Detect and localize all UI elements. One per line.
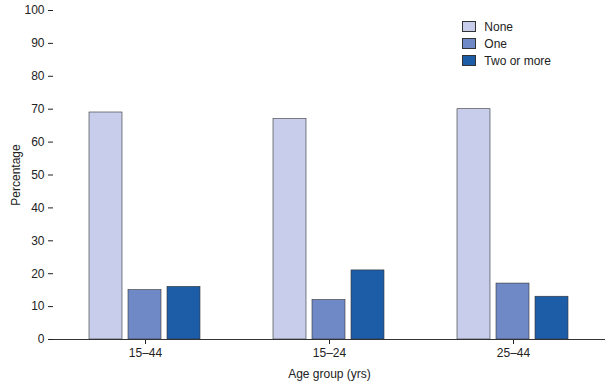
html-text:Two or more: Two or more (484, 53, 551, 68)
svg-text:40: 40 (31, 201, 45, 215)
html-text:None: None (484, 19, 513, 34)
svg-text:20: 20 (31, 267, 45, 281)
svg-text:60: 60 (31, 135, 45, 149)
svg-text:15–44: 15–44 (129, 346, 163, 360)
svg-text:30: 30 (31, 234, 45, 248)
svg-text:15–24: 15–24 (313, 346, 347, 360)
svg-text:10: 10 (31, 299, 45, 313)
svg-text:90: 90 (31, 36, 45, 50)
svg-text:Percentage: Percentage (9, 144, 23, 206)
svg-text:0: 0 (38, 332, 45, 346)
html-text:One: One (484, 36, 507, 51)
svg-text:50: 50 (31, 168, 45, 182)
svg-text:Age group (yrs): Age group (yrs) (288, 367, 371, 381)
svg-text:100: 100 (24, 3, 44, 17)
svg-text:80: 80 (31, 69, 45, 83)
svg-text:70: 70 (31, 102, 45, 116)
svg-text:25–44: 25–44 (497, 346, 531, 360)
